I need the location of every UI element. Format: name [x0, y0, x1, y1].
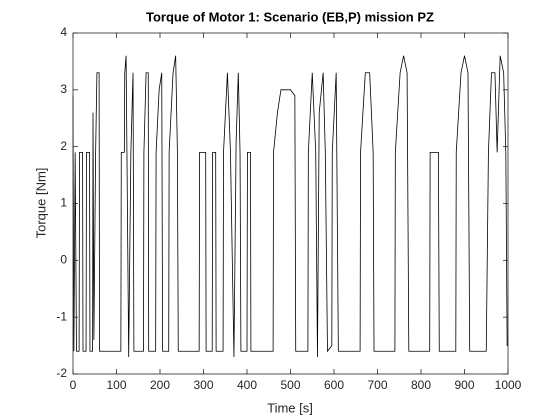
x-tick-label: 100 [106, 378, 126, 392]
x-tick-label: 0 [70, 378, 77, 392]
y-tick-label: 0 [60, 253, 67, 267]
y-tick-label: -1 [56, 309, 67, 323]
x-tick-label: 300 [193, 378, 213, 392]
x-tick-label: 900 [454, 378, 474, 392]
x-tick-label: 500 [280, 378, 300, 392]
y-tick-label: -2 [56, 366, 67, 380]
y-axis-label: Torque [Nm] [33, 168, 48, 239]
y-tick-label: 3 [60, 82, 67, 96]
chart-title: Torque of Motor 1: Scenario (EB,P) missi… [146, 9, 434, 24]
x-axis-label: Time [s] [267, 400, 313, 415]
y-tick-label: 2 [60, 139, 67, 153]
y-tick-label: 1 [60, 196, 67, 210]
x-tick-label: 400 [237, 378, 257, 392]
x-tick-label: 1000 [495, 378, 522, 392]
x-tick-label: 700 [367, 378, 387, 392]
y-tick-label: 4 [60, 25, 67, 39]
data-line [72, 55, 508, 357]
x-tick-label: 800 [411, 378, 431, 392]
x-tick-label: 200 [150, 378, 170, 392]
x-tick-label: 600 [324, 378, 344, 392]
